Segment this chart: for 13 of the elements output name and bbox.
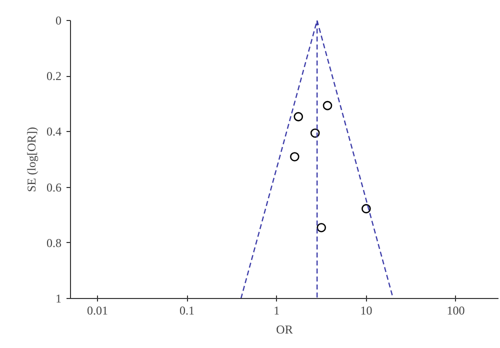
y-tick-label: 0.8 xyxy=(46,236,62,250)
y-tick-label: 0.4 xyxy=(46,124,62,139)
y-tick-label: 1 xyxy=(56,292,62,306)
y-tick-label: 0.2 xyxy=(46,69,62,84)
x-tick-label: 10 xyxy=(360,304,372,318)
x-tick-label: 100 xyxy=(446,304,465,318)
y-axis-title: SE (log[OR]) xyxy=(24,126,38,192)
x-axis-title: OR xyxy=(276,322,293,336)
x-tick-label: 0.01 xyxy=(86,304,108,318)
x-tick-label: 0.1 xyxy=(180,304,195,318)
x-tick-label: 1 xyxy=(274,304,280,318)
y-tick-label: 0.6 xyxy=(46,180,62,194)
y-tick-label: 0 xyxy=(56,14,62,28)
